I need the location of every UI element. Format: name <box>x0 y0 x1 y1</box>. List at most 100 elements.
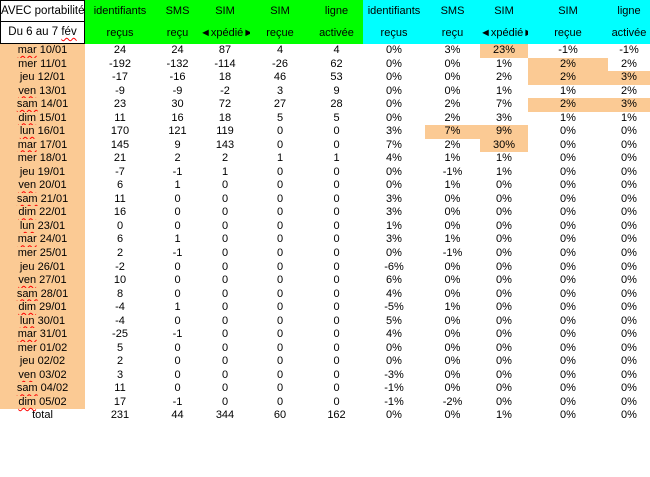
percent-cell[interactable]: 0% <box>386 71 402 84</box>
count-cell[interactable]: 62 <box>330 57 343 70</box>
count-cell[interactable]: 2 <box>174 152 181 165</box>
count-cell[interactable]: 0 <box>174 314 181 327</box>
percent-cell[interactable]: 30% <box>480 138 528 153</box>
count-cell[interactable]: 0 <box>174 368 181 381</box>
percent-cell[interactable]: 2% <box>496 71 512 84</box>
count-cell[interactable]: -132 <box>166 57 189 70</box>
date-cell[interactable]: mer 18/01 <box>0 152 85 166</box>
percent-cell[interactable]: 0% <box>444 314 461 327</box>
count-cell[interactable]: 72 <box>218 98 232 111</box>
date-range[interactable]: Du 6 au 7 fév <box>0 22 85 44</box>
date-cell[interactable]: dim 29/01 <box>0 301 85 315</box>
percent-cell[interactable]: 0% <box>560 219 576 232</box>
count-cell[interactable]: 344 <box>215 409 235 422</box>
date-cell[interactable]: ven 27/01 <box>0 274 85 288</box>
count-cell[interactable]: 46 <box>273 71 287 84</box>
percent-cell[interactable]: 0% <box>621 233 637 246</box>
count-cell[interactable]: 0 <box>221 192 229 205</box>
subheader-recue-pct[interactable]: reçue <box>528 22 608 44</box>
count-cell[interactable]: 0 <box>276 274 284 287</box>
subheader-recu[interactable]: reçu <box>155 22 200 44</box>
count-cell[interactable]: 0 <box>333 382 340 395</box>
subheader-recus-pct[interactable]: reçus <box>363 22 425 44</box>
col-header-sms-pct[interactable]: SMS <box>425 0 480 22</box>
date-cell[interactable]: mer 25/01 <box>0 246 85 261</box>
count-cell[interactable]: 0 <box>276 395 284 408</box>
count-cell[interactable]: 0 <box>221 382 229 395</box>
percent-cell[interactable]: 0% <box>621 192 637 205</box>
percent-cell[interactable]: 0% <box>386 246 402 259</box>
count-cell[interactable]: 8 <box>116 287 124 300</box>
count-cell[interactable]: 0 <box>221 314 229 327</box>
percent-cell[interactable]: -1% <box>442 165 463 178</box>
percent-cell[interactable]: 0% <box>444 192 461 205</box>
count-cell[interactable]: 0 <box>276 382 284 395</box>
count-cell[interactable]: 0 <box>174 219 181 232</box>
count-cell[interactable]: 0 <box>221 341 229 354</box>
count-cell[interactable]: 10 <box>113 274 127 287</box>
percent-cell[interactable]: 0% <box>621 341 637 354</box>
count-cell[interactable]: 21 <box>113 152 127 165</box>
col-header-sim-expediee[interactable]: SIM <box>200 0 250 22</box>
count-cell[interactable]: -1 <box>172 395 183 408</box>
count-cell[interactable]: 0 <box>174 192 181 205</box>
count-cell[interactable]: 1 <box>276 152 284 165</box>
percent-cell[interactable]: 0% <box>444 368 461 381</box>
percent-cell[interactable]: 4% <box>386 152 402 165</box>
count-cell[interactable]: 0 <box>276 314 284 327</box>
count-cell[interactable]: -4 <box>115 314 125 327</box>
count-cell[interactable]: 0 <box>221 219 229 232</box>
count-cell[interactable]: -17 <box>112 71 128 84</box>
date-cell[interactable]: ven 03/02 <box>0 368 85 383</box>
percent-cell[interactable]: -2% <box>442 395 463 408</box>
count-cell[interactable]: 0 <box>174 206 181 219</box>
count-cell[interactable]: 0 <box>221 179 229 192</box>
percent-cell[interactable]: 7% <box>496 98 512 111</box>
count-cell[interactable]: 0 <box>333 328 340 341</box>
percent-cell[interactable]: 0% <box>386 57 402 70</box>
date-cell[interactable]: mer 01/02 <box>0 341 85 356</box>
date-cell[interactable]: sam 28/01 <box>0 287 85 302</box>
percent-cell[interactable]: 1% <box>496 165 512 178</box>
date-cell[interactable]: lun 23/01 <box>0 219 85 234</box>
percent-cell[interactable]: 0% <box>560 165 576 178</box>
date-cell[interactable]: mar 17/01 <box>0 138 85 153</box>
date-cell[interactable]: dim 22/01 <box>0 206 85 220</box>
percent-cell[interactable]: 0% <box>496 179 512 192</box>
count-cell[interactable]: 16 <box>171 111 184 124</box>
percent-cell[interactable]: 0% <box>621 219 637 232</box>
count-cell[interactable]: 5 <box>333 111 340 124</box>
count-cell[interactable]: 11 <box>114 111 126 124</box>
percent-cell[interactable]: 0% <box>444 287 461 300</box>
count-cell[interactable]: 23 <box>113 98 127 111</box>
percent-cell[interactable]: 0% <box>560 382 576 395</box>
percent-cell[interactable]: 0% <box>560 395 576 408</box>
count-cell[interactable]: 0 <box>333 355 340 368</box>
percent-cell[interactable]: 1% <box>444 301 461 314</box>
percent-cell[interactable]: 0% <box>560 138 576 151</box>
count-cell[interactable]: 0 <box>221 206 229 219</box>
subheader-expediee[interactable]: ◄xpédié► <box>200 22 254 44</box>
date-cell[interactable]: jeu 26/01 <box>0 260 85 275</box>
percent-cell[interactable]: 0% <box>496 260 512 273</box>
count-cell[interactable]: 0 <box>333 368 340 381</box>
percent-cell[interactable]: 6% <box>386 274 402 287</box>
percent-cell[interactable]: -1% <box>384 382 404 395</box>
count-cell[interactable]: -26 <box>272 57 288 70</box>
percent-cell[interactable]: -3% <box>384 368 404 381</box>
count-cell[interactable]: 0 <box>174 355 181 368</box>
percent-cell[interactable]: -5% <box>384 301 404 314</box>
percent-cell[interactable]: 0% <box>444 219 461 232</box>
percent-cell[interactable]: 3% <box>386 125 402 138</box>
count-cell[interactable]: 87 <box>218 44 232 56</box>
count-cell[interactable]: 2 <box>221 152 229 165</box>
count-cell[interactable]: 0 <box>174 341 181 354</box>
count-cell[interactable]: 0 <box>333 179 340 192</box>
percent-cell[interactable]: 0% <box>496 395 512 408</box>
percent-cell[interactable]: -1% <box>619 44 639 56</box>
count-cell[interactable]: 9 <box>174 138 181 151</box>
percent-cell[interactable]: 3% <box>386 192 402 205</box>
count-cell[interactable]: 60 <box>273 409 287 422</box>
count-cell[interactable]: 17 <box>113 395 127 408</box>
count-cell[interactable]: 0 <box>333 260 340 273</box>
